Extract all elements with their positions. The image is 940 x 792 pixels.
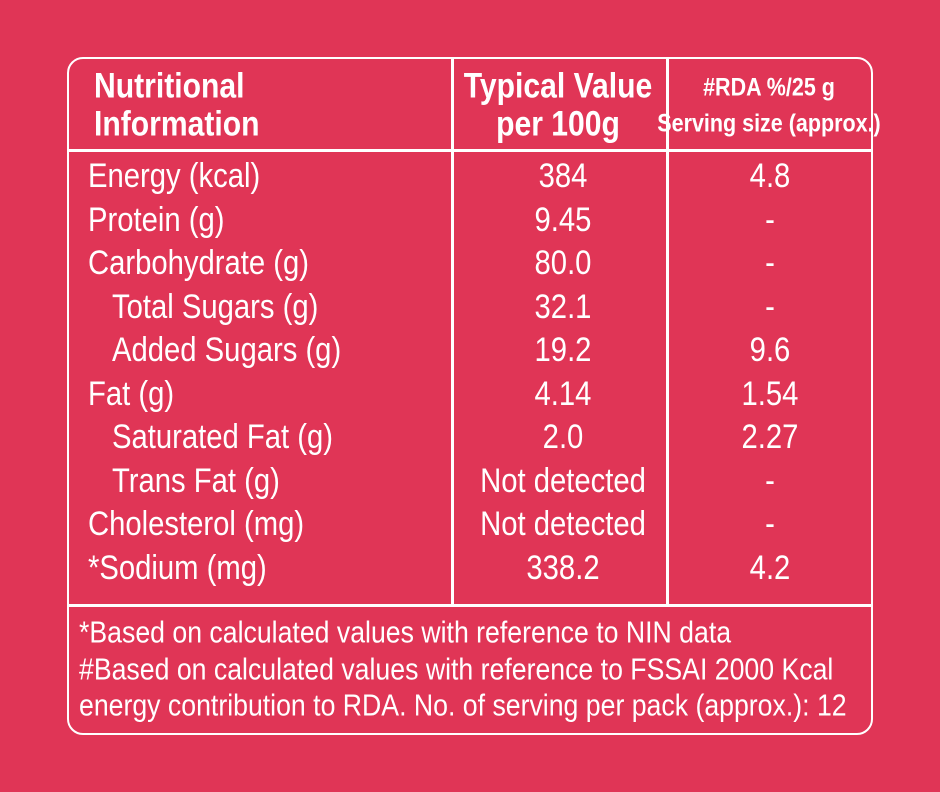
- nutrient-name: *Sodium (mg): [88, 548, 267, 587]
- rda-cell: 9.6: [749, 331, 791, 369]
- nutrient-name: Carbohydrate (g): [88, 244, 310, 282]
- nutrient-name: Trans Fat (g): [112, 461, 280, 500]
- footnote: energy contribution to RDA. No. of servi…: [79, 687, 847, 723]
- value-cell: 384: [538, 157, 588, 195]
- header-cell: Serving size (approx.): [657, 109, 881, 138]
- footnote: *Based on calculated values with referen…: [79, 614, 732, 650]
- header-cell: per 100g: [496, 104, 620, 144]
- rda-cell: -: [765, 287, 775, 326]
- header-cell: #RDA %/25 g: [703, 73, 835, 102]
- value-cell: Not detected: [480, 505, 646, 543]
- rda-cell: -: [765, 505, 775, 543]
- value-cell: 338.2: [526, 548, 600, 587]
- value-cell: 2.0: [542, 418, 584, 456]
- rda-cell: 4.8: [749, 157, 791, 195]
- header-cell: Typical Value: [463, 66, 653, 106]
- column-divider: [451, 57, 454, 606]
- rda-cell: 1.54: [741, 374, 799, 413]
- nutrient-name: Energy (kcal): [88, 157, 261, 195]
- value-cell: 9.45: [534, 200, 592, 239]
- value-cell: 19.2: [534, 331, 592, 369]
- footnote: #Based on calculated values with referen…: [79, 651, 834, 686]
- value-cell: 32.1: [534, 287, 592, 326]
- nutrient-name: Saturated Fat (g): [112, 418, 334, 456]
- value-cell: Not detected: [480, 461, 646, 500]
- rda-cell: 2.27: [741, 418, 799, 456]
- value-cell: 4.14: [534, 374, 592, 413]
- value-cell: 80.0: [534, 244, 592, 282]
- header-cell: Nutritional: [94, 66, 245, 106]
- nutrient-name: Cholesterol (mg): [88, 505, 305, 543]
- nutrient-name: Added Sugars (g): [112, 331, 342, 369]
- rda-cell: -: [765, 244, 775, 282]
- column-divider: [666, 57, 669, 606]
- rda-cell: 4.2: [749, 548, 791, 587]
- footer-rule: [67, 604, 873, 607]
- table-border: [67, 57, 873, 735]
- rda-cell: -: [765, 200, 775, 239]
- nutrient-name: Total Sugars (g): [112, 287, 319, 326]
- rda-cell: -: [765, 461, 775, 500]
- header-rule: [67, 149, 873, 152]
- header-cell: Information: [94, 104, 260, 144]
- nutrient-name: Protein (g): [88, 200, 225, 239]
- nutrient-name: Fat (g): [88, 374, 175, 413]
